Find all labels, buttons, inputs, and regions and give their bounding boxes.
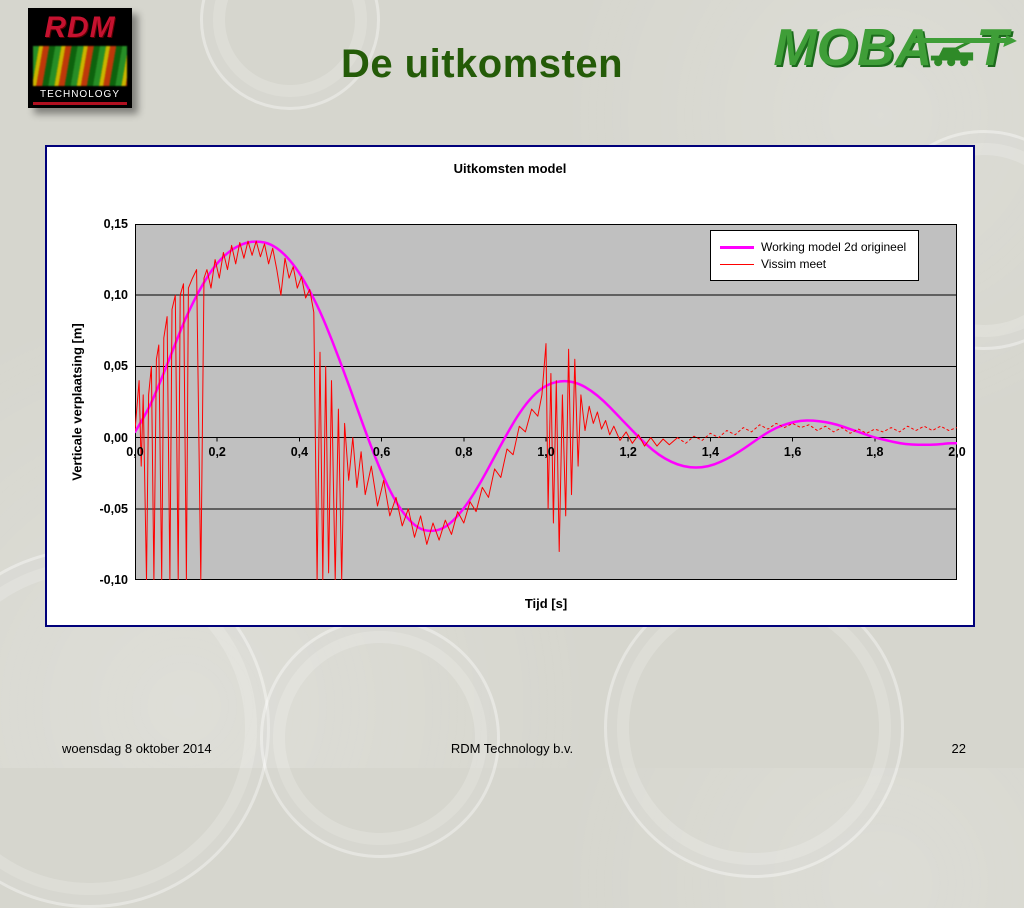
x-tick-label: 0,8: [455, 444, 473, 459]
y-tick-label: -0,10: [99, 573, 129, 587]
footer-company: RDM Technology b.v.: [450, 741, 574, 756]
y-tick-label: 0,10: [103, 288, 128, 303]
legend-line-sample: [720, 263, 754, 265]
rdm-logo-artwork: [33, 46, 127, 86]
x-tick-label: 0,6: [372, 444, 391, 459]
legend-entry: Vissim meet: [720, 257, 906, 271]
mobat-text-mob: MOB: [773, 19, 895, 77]
x-axis-title: Tijd [s]: [524, 596, 568, 611]
chart-legend: Working model 2d origineel Vissim meet: [710, 230, 920, 281]
mobat-text-a: A: [894, 19, 933, 77]
legend-label: Working model 2d origineel: [761, 240, 907, 254]
rdm-logo-subtitle: TECHNOLOGY: [33, 89, 127, 105]
y-tick-label: 0,00: [103, 430, 128, 445]
x-tick-label: 0,0: [126, 444, 144, 459]
x-tick-label: 0,2: [208, 444, 226, 459]
presentation-slide: { "slide": { "title": "De uitkomsten", "…: [0, 0, 1024, 768]
x-tick-label: 1,4: [701, 444, 720, 459]
rdm-technology-logo: RDM TECHNOLOGY: [28, 8, 132, 108]
y-tick-label: -0,05: [99, 501, 129, 516]
mobat-arrow-icon: [913, 38, 1007, 43]
footer-page-number: 22: [951, 741, 966, 756]
x-tick-label: 1,8: [866, 444, 884, 459]
mobat-text-t: T: [976, 19, 1008, 77]
x-tick-label: 1,6: [783, 444, 802, 459]
x-tick-label: 2,0: [948, 444, 966, 459]
y-tick-label: 0,05: [103, 359, 128, 374]
vehicle-icon: [931, 40, 974, 67]
legend-line-sample: [720, 245, 754, 249]
mobat-logo: MOB A T: [773, 19, 1008, 77]
y-tick-label: 0,15: [103, 217, 128, 231]
background-ornament: [260, 618, 500, 858]
legend-entry: Working model 2d origineel: [720, 240, 906, 254]
slide-title: De uitkomsten: [340, 42, 624, 86]
footer-date: woensdag 8 oktober 2014: [62, 741, 212, 756]
y-axis-title: Verticale verplaatsing [m]: [69, 323, 85, 481]
rdm-logo-text: RDM: [44, 11, 116, 44]
x-tick-label: 1,0: [537, 444, 555, 459]
chart-panel: Uitkomsten model Verticale verplaatsing …: [45, 145, 975, 627]
plot-area: [135, 224, 957, 580]
chart-title: Uitkomsten model: [453, 161, 567, 176]
x-tick-label: 0,4: [290, 444, 309, 459]
x-tick-label: 1,2: [619, 444, 637, 459]
legend-label: Vissim meet: [761, 257, 827, 271]
